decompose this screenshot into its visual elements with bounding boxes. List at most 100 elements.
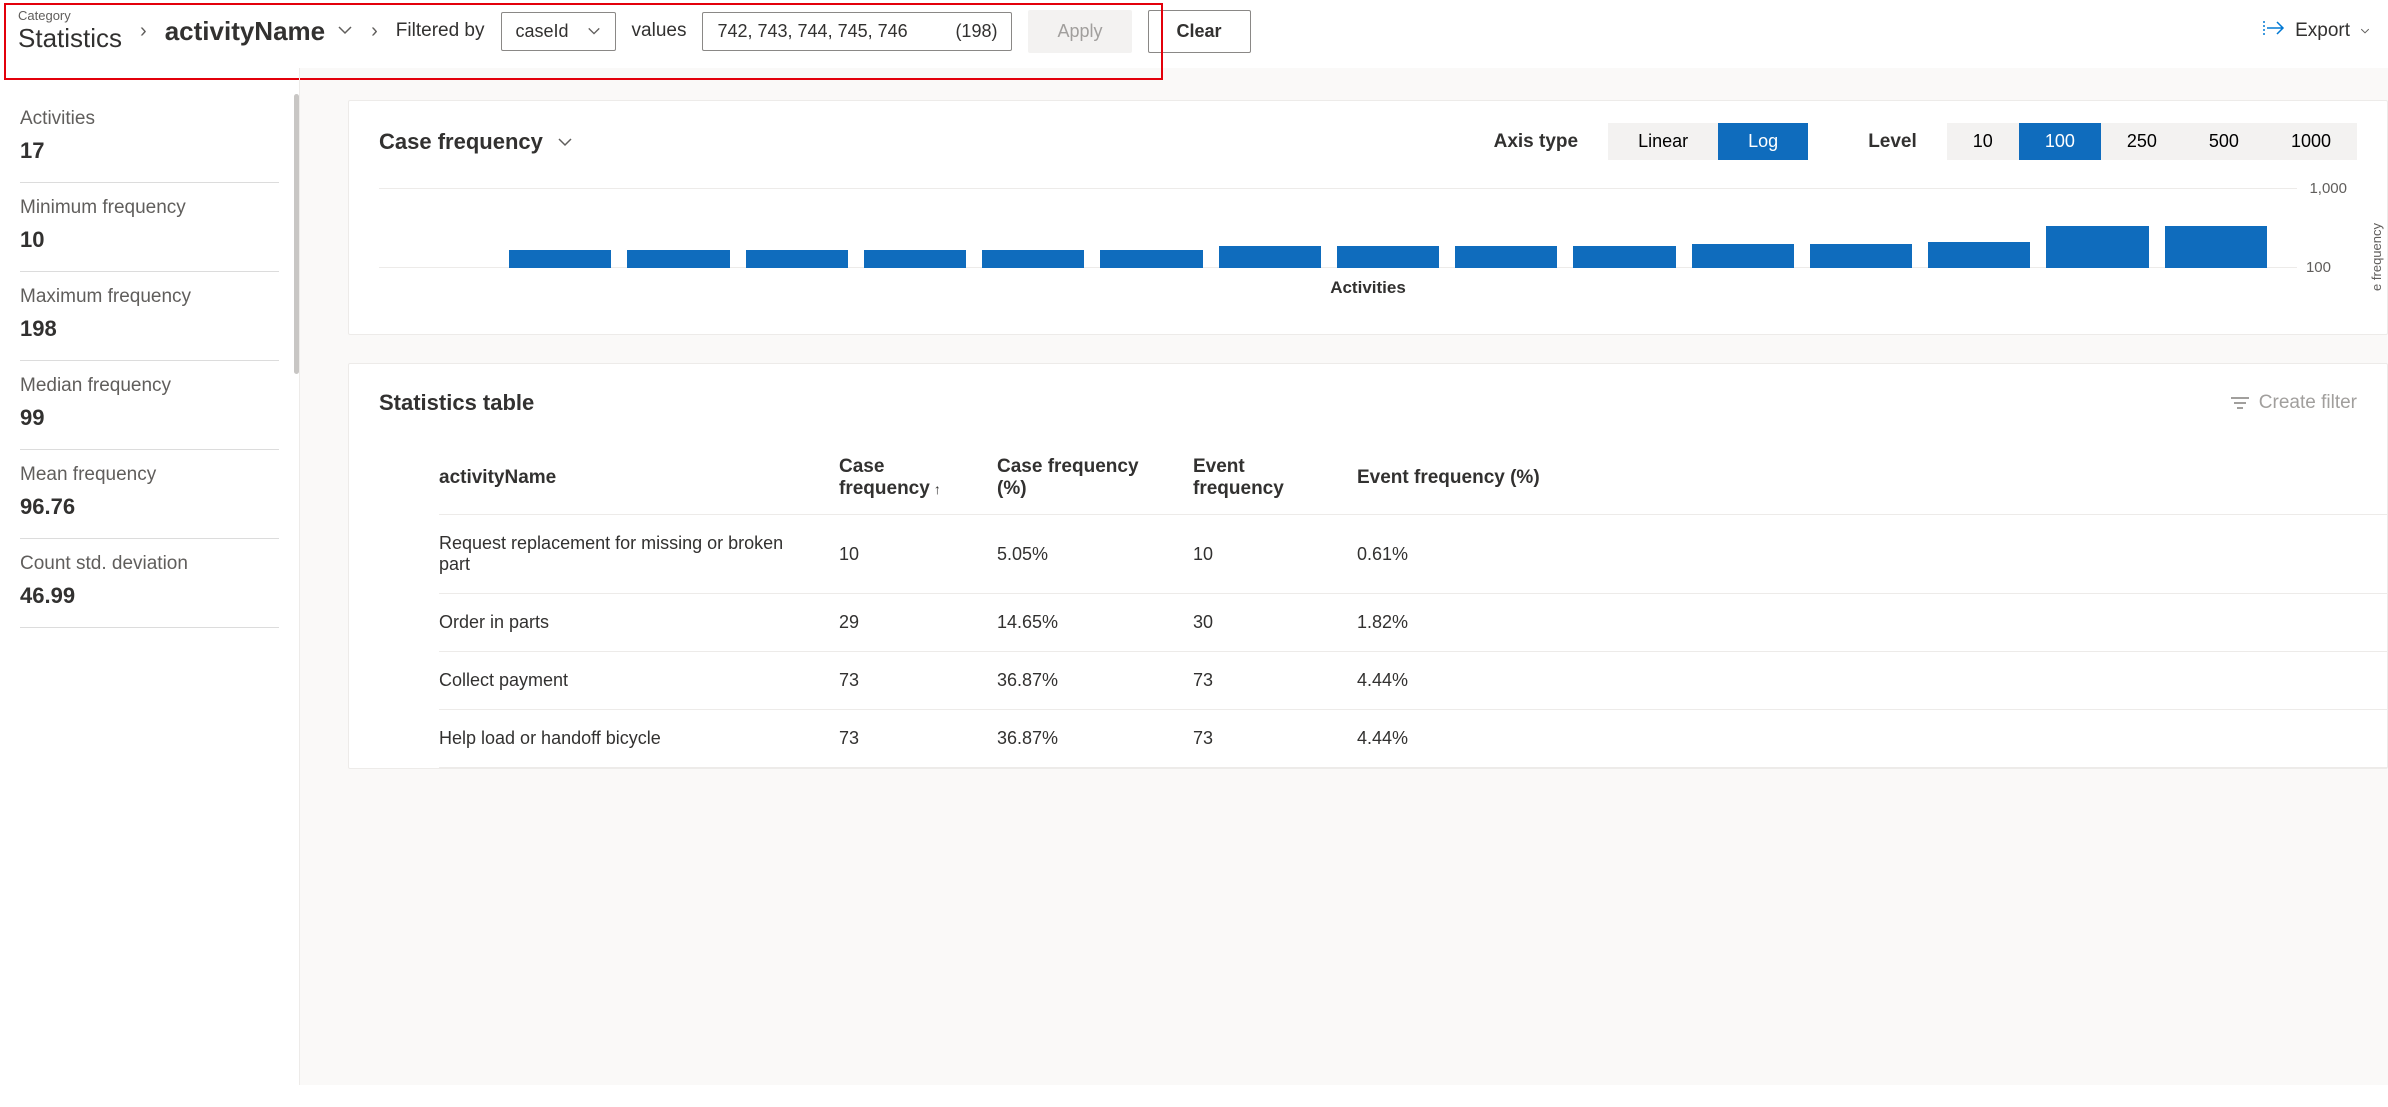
scrollbar-thumb[interactable]	[294, 94, 299, 374]
axis-option-linear[interactable]: Linear	[1608, 123, 1718, 160]
chart-bar[interactable]	[1692, 244, 1794, 268]
values-count: (198)	[955, 21, 997, 42]
gridline	[379, 188, 2297, 189]
filter-field-value: caseId	[516, 21, 569, 42]
values-input-text: 742, 743, 744, 745, 746	[717, 21, 907, 42]
table-cell: 4.44%	[1357, 652, 2388, 710]
chart-bar[interactable]	[1100, 250, 1202, 268]
table-cell: Request replacement for missing or broke…	[439, 515, 839, 594]
chart-bar[interactable]	[1810, 244, 1912, 268]
chart-bar[interactable]	[627, 250, 729, 268]
chevron-right-icon: ›	[140, 20, 147, 43]
chart-title-dropdown[interactable]: Case frequency	[379, 129, 573, 155]
table-cell: Help load or handoff bicycle	[439, 710, 839, 768]
stat-value: 96.76	[20, 494, 279, 520]
chevron-down-icon	[2360, 24, 2370, 38]
chart-title-text: Case frequency	[379, 129, 543, 155]
stat-block: Count std. deviation46.99	[20, 539, 279, 628]
chart-bar[interactable]	[982, 250, 1084, 268]
column-caseFreq[interactable]: Case frequency↑	[839, 442, 997, 515]
table-cell: 36.87%	[997, 710, 1193, 768]
table-row[interactable]: Help load or handoff bicycle7336.87%734.…	[439, 710, 2388, 768]
breadcrumb-item-label: activityName	[165, 16, 325, 47]
chart-bar[interactable]	[1928, 242, 2030, 268]
chevron-down-icon	[587, 24, 601, 38]
level-option-100[interactable]: 100	[2019, 123, 2101, 160]
level-option-250[interactable]: 250	[2101, 123, 2183, 160]
table-cell: 5.05%	[997, 515, 1193, 594]
chart-bar[interactable]	[864, 250, 966, 268]
stat-value: 10	[20, 227, 279, 253]
stat-label: Activities	[20, 108, 279, 130]
chart-bar[interactable]	[746, 250, 848, 268]
level-option-1000[interactable]: 1000	[2265, 123, 2357, 160]
chart-bar[interactable]	[1337, 246, 1439, 268]
stat-label: Mean frequency	[20, 464, 279, 486]
level-option-10[interactable]: 10	[1947, 123, 2019, 160]
filter-field-dropdown[interactable]: caseId	[501, 12, 616, 51]
table-row[interactable]: Order in parts2914.65%301.82%	[439, 594, 2388, 652]
values-label: values	[632, 20, 687, 42]
filter-icon	[2231, 397, 2249, 409]
apply-button[interactable]: Apply	[1028, 10, 1131, 53]
content-area: Case frequency Axis type LinearLog Level…	[300, 68, 2388, 1085]
table-card: Statistics table Create filter activityN…	[348, 363, 2388, 769]
clear-button[interactable]: Clear	[1148, 10, 1251, 53]
y-tick: 1,000	[2309, 180, 2347, 197]
table-cell: 73	[839, 710, 997, 768]
stat-block: Mean frequency 96.76	[20, 450, 279, 539]
axis-option-log[interactable]: Log	[1718, 123, 1808, 160]
export-button[interactable]: Export	[2263, 19, 2370, 43]
y-axis-label: e frequency	[2369, 223, 2384, 291]
export-icon	[2263, 19, 2285, 43]
table-cell: 73	[1193, 652, 1357, 710]
table-cell: 73	[839, 652, 997, 710]
stat-block: Median frequency99	[20, 361, 279, 450]
chart-bar[interactable]	[1455, 246, 1557, 268]
stat-value: 17	[20, 138, 279, 164]
level-label: Level	[1868, 131, 1917, 153]
chart-bar[interactable]	[1573, 246, 1675, 268]
category-value: Statistics	[18, 23, 122, 54]
axis-type-label: Axis type	[1494, 131, 1578, 153]
chart-bar[interactable]	[1219, 246, 1321, 268]
table-cell: 36.87%	[997, 652, 1193, 710]
y-tick: 100	[2306, 259, 2331, 276]
chart-bar[interactable]	[2046, 226, 2148, 268]
chevron-right-icon: ›	[371, 20, 378, 43]
stat-value: 198	[20, 316, 279, 342]
column-caseFreqPct[interactable]: Case frequency (%)	[997, 442, 1193, 515]
stat-block: Maximum frequency 198	[20, 272, 279, 361]
level-toggle: 101002505001000	[1947, 123, 2357, 160]
table-cell: 10	[1193, 515, 1357, 594]
breadcrumb-activityname[interactable]: activityName	[165, 16, 353, 47]
level-option-500[interactable]: 500	[2183, 123, 2265, 160]
column-eventFreqPct[interactable]: Event frequency (%)	[1357, 442, 2388, 515]
chart-bar[interactable]	[509, 250, 611, 268]
column-eventFreq[interactable]: Event frequency	[1193, 442, 1357, 515]
stat-label: Maximum frequency	[20, 286, 279, 308]
stat-label: Median frequency	[20, 375, 279, 397]
chevron-down-icon[interactable]	[337, 22, 353, 41]
x-axis-label: Activities	[1330, 278, 1406, 298]
stat-label: Minimum frequency	[20, 197, 279, 219]
sort-ascending-icon: ↑	[934, 481, 941, 497]
table-header: Statistics table Create filter	[379, 390, 2357, 416]
table-cell: 30	[1193, 594, 1357, 652]
body-wrap: Activities 17 Minimum frequency 10 Maximum f…	[0, 68, 2388, 1085]
table-cell: Collect payment	[439, 652, 839, 710]
create-filter-button[interactable]: Create filter	[2231, 392, 2357, 414]
stat-label: Count std. deviation	[20, 553, 279, 575]
table-cell: 29	[839, 594, 997, 652]
values-input[interactable]: 742, 743, 744, 745, 746 (198)	[702, 12, 1012, 51]
chart-bar[interactable]	[2165, 226, 2267, 268]
chart-bars	[509, 218, 2267, 268]
chevron-down-icon	[557, 134, 573, 150]
category-breadcrumb-root[interactable]: Category Statistics	[18, 8, 122, 54]
chart-card: Case frequency Axis type LinearLog Level…	[348, 100, 2388, 335]
stats-table: activityNameCase frequency↑Case frequenc…	[439, 442, 2388, 768]
table-row[interactable]: Request replacement for missing or broke…	[439, 515, 2388, 594]
table-row[interactable]: Collect payment7336.87%734.44%	[439, 652, 2388, 710]
create-filter-label: Create filter	[2259, 392, 2357, 414]
column-activityName[interactable]: activityName	[439, 442, 839, 515]
